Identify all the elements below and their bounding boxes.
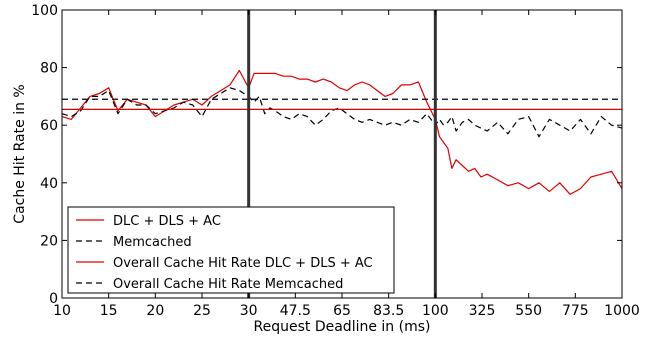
x-tick-label: 100 — [422, 303, 449, 319]
x-tick-label: 25 — [193, 303, 211, 319]
legend-label: Overall Cache Hit Rate Memcached — [113, 277, 343, 292]
y-tick-label: 80 — [40, 61, 58, 77]
legend-label: DLC + DLS + AC — [113, 214, 221, 229]
x-tick-label: 47.5 — [280, 303, 311, 319]
y-tick-label: 60 — [40, 118, 58, 134]
x-tick-label: 65 — [333, 303, 351, 319]
x-tick-label: 10 — [53, 303, 71, 319]
y-tick-label: 20 — [40, 233, 58, 249]
y-tick-label: 0 — [49, 291, 58, 307]
x-tick-label: 83.5 — [373, 303, 404, 319]
x-tick-label: 775 — [562, 303, 589, 319]
y-axis-label: Cache Hit Rate in % — [12, 84, 28, 223]
x-tick-label: 550 — [515, 303, 542, 319]
legend-label: Memcached — [113, 235, 192, 250]
x-axis-label: Request Deadline in (ms) — [254, 319, 431, 335]
legend: DLC + DLS + AC Memcached Overall Cache Hit… — [67, 206, 395, 294]
y-tick-label: 40 — [40, 176, 58, 192]
x-tick-label: 15 — [100, 303, 118, 319]
x-tick-label: 1000 — [604, 303, 640, 319]
y-tick-label: 100 — [31, 3, 58, 19]
x-tick-label: 325 — [469, 303, 496, 319]
x-tick-label: 20 — [146, 303, 164, 319]
x-tick-label: 30 — [240, 303, 258, 319]
legend-label: Overall Cache Hit Rate DLC + DLS + AC — [113, 256, 373, 271]
legend-frame — [67, 206, 395, 294]
